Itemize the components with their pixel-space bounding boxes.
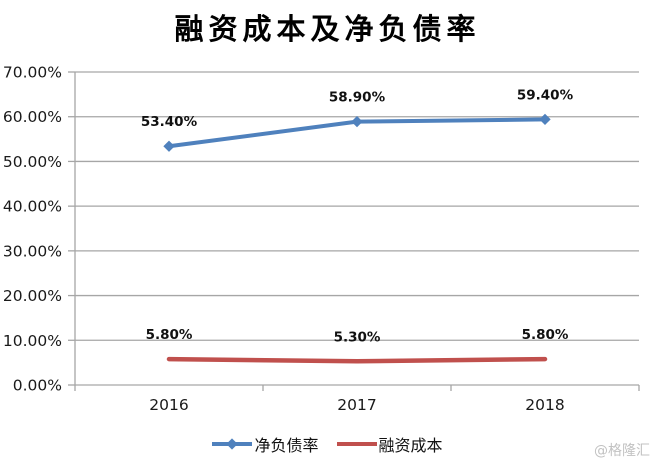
data-label: 5.30%	[334, 329, 381, 345]
y-axis-label: 70.00%	[3, 64, 62, 82]
data-label: 53.40%	[141, 114, 198, 130]
legend-line-sample-blue	[212, 438, 253, 450]
diamond-marker-icon	[351, 115, 363, 128]
legend-label-financing-cost: 融资成本	[378, 436, 443, 455]
legend-item-net-debt-ratio: 净负债率	[212, 432, 319, 456]
x-axis-label: 2018	[525, 396, 564, 414]
data-label: 58.90%	[329, 90, 386, 106]
diamond-marker-icon	[226, 438, 239, 450]
y-axis-label: 50.00%	[3, 153, 62, 171]
y-axis-label: 30.00%	[3, 242, 62, 260]
legend-line-sample-red	[336, 442, 377, 446]
y-axis-label: 40.00%	[3, 198, 62, 216]
watermark: @格隆汇	[594, 443, 650, 459]
legend-item-financing-cost: 融资成本	[336, 432, 443, 456]
x-axis-label: 2017	[337, 396, 376, 414]
y-axis-label: 60.00%	[3, 108, 62, 126]
chart-title: 融资成本及净负债率	[174, 12, 481, 46]
diamond-marker-icon	[163, 140, 175, 152]
y-axis-label: 20.00%	[3, 287, 62, 305]
legend-label-net-debt-ratio: 净负债率	[254, 436, 319, 455]
y-axis-label: 0.00%	[13, 377, 62, 395]
diamond-marker-icon	[539, 113, 551, 126]
data-label: 5.80%	[522, 327, 569, 343]
series-line-1	[166, 356, 548, 364]
data-label: 59.40%	[517, 87, 574, 103]
y-axis-label: 10.00%	[3, 332, 62, 350]
x-axis-label: 2016	[149, 396, 188, 414]
data-label: 5.80%	[146, 327, 193, 343]
legend: 净负债率 融资成本	[0, 432, 655, 456]
